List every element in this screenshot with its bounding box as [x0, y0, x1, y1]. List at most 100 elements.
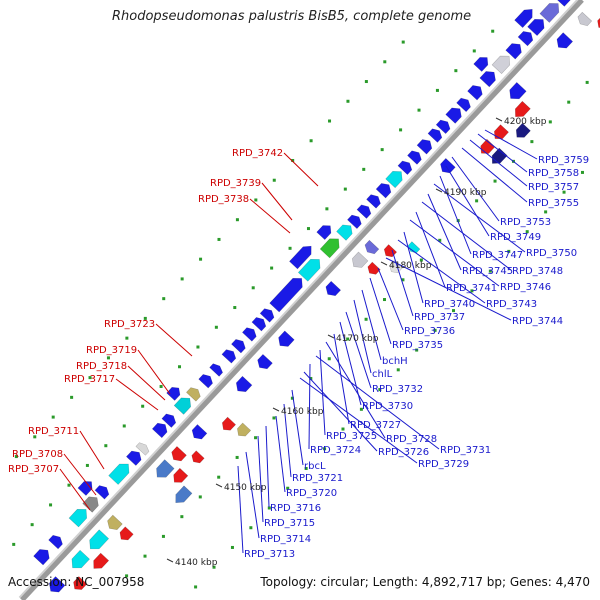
tick-dot [233, 306, 237, 310]
tick-dot [162, 297, 166, 301]
gene-feature [514, 9, 533, 29]
gene-feature [527, 18, 545, 37]
gene-label-right: RPD_3737 [414, 312, 465, 323]
tick-dot [125, 574, 129, 578]
gene-feature [242, 327, 257, 342]
gene-label-right: RPD_3757 [528, 182, 579, 193]
kbp-tick-label: 4180 kbp [389, 261, 432, 271]
gene-feature [515, 122, 531, 138]
label-leader-right [283, 403, 292, 478]
tick-dot [383, 298, 387, 302]
gene-arrow [289, 245, 312, 270]
gene-feature [577, 11, 593, 27]
gene-label-right: RPD_3727 [350, 420, 401, 431]
tick-dot [85, 463, 89, 467]
gene-feature [440, 158, 456, 174]
tick-dot [346, 337, 350, 341]
tick-dot [254, 436, 258, 440]
gene-feature [319, 238, 340, 259]
gene-feature [171, 446, 187, 462]
tick-dot [562, 190, 566, 194]
kbp-tick-mark [166, 558, 174, 563]
gene-feature [473, 57, 489, 72]
tick-dot [143, 316, 147, 320]
gene-feature [278, 330, 295, 347]
label-leader-right [275, 415, 286, 493]
gene-arrow [209, 363, 223, 377]
gene-arrow [577, 11, 593, 27]
gene-label-right: RPD_3735 [392, 340, 443, 351]
gene-arrow [186, 387, 201, 402]
gene-arrow [48, 534, 63, 550]
gene-label-right: rbcL [304, 461, 326, 472]
tick-dot [230, 545, 234, 549]
tick-dot [380, 148, 384, 152]
tick-dot [488, 269, 492, 273]
tick-dot [304, 467, 308, 471]
kbp-tick-mark [272, 407, 280, 412]
tick-dot [104, 444, 108, 448]
kbp-tick-mark [327, 334, 335, 339]
tick-dot [341, 427, 345, 431]
gene-feature [427, 128, 443, 143]
gene-feature [257, 353, 273, 370]
gene-label-right: RPD_3720 [286, 488, 337, 499]
gene-arrow [242, 327, 257, 342]
tick-dot [306, 227, 310, 231]
gene-label-right: RPD_3713 [244, 549, 295, 560]
tick-dot [454, 69, 458, 73]
tick-dot [194, 585, 198, 589]
gene-arrow [33, 549, 50, 566]
gene-label-right: RPD_3749 [490, 232, 541, 243]
kbp-ticks: 4140 kbp 4150 kbp 4160 kbp 4170 kbp 4180 kbp… [166, 117, 547, 568]
gene-feature [49, 576, 66, 593]
tick-dot [251, 286, 255, 290]
gene-label-right: RPD_3743 [486, 299, 537, 310]
gene-arrow [316, 225, 332, 241]
tick-dot [14, 455, 18, 459]
tick-dot [419, 258, 423, 262]
label-leader-left [155, 323, 193, 357]
gene-label-right: RPD_3744 [512, 316, 563, 327]
tick-dot [235, 218, 239, 222]
kbp-tick-label: 4150 kbp [224, 483, 267, 493]
label-leader-right [403, 231, 424, 304]
label-leader-right [339, 321, 362, 406]
gene-arrow [278, 330, 295, 347]
gene-feature [151, 422, 168, 439]
tick-dot [396, 368, 400, 372]
gene-feature [539, 3, 560, 23]
gene-feature [71, 549, 90, 569]
gene-feature [554, 0, 571, 7]
gene-feature [367, 261, 381, 275]
tick-dot [383, 60, 387, 64]
gene-feature [336, 224, 353, 241]
tick-dot [472, 49, 476, 53]
tick-dot [70, 395, 74, 399]
label-leader-left [249, 198, 291, 234]
label-leader-left [63, 453, 97, 496]
label-leader-right [421, 201, 512, 271]
gene-feature [237, 422, 252, 437]
gene-feature [107, 514, 123, 530]
label-leader-right [257, 435, 264, 523]
gene-arrow [191, 424, 208, 440]
gene-arrow [509, 82, 527, 100]
label-leader-right [409, 219, 500, 287]
topology-text: Topology: circular; Length: 4,892,717 bp… [260, 575, 590, 589]
tick-dot [267, 506, 271, 510]
gene-arrow [351, 251, 369, 268]
gene-label-right: RPD_3730 [362, 401, 413, 412]
gene-arrow [539, 3, 560, 23]
gene-label-right: RPD_3731 [440, 445, 491, 456]
gene-label-right: RPD_3729 [418, 459, 469, 470]
gene-feature [366, 194, 381, 209]
gene-feature [173, 397, 191, 415]
gene-labels: RPD_3742 RPD_3739 RPD_3738 RPD_3723 RPD_3719… [8, 148, 589, 560]
gene-feature [494, 124, 509, 140]
label-leader-right [315, 355, 440, 450]
gene-feature [48, 534, 63, 550]
tick-dot [235, 455, 239, 459]
gene-arrow [151, 422, 168, 439]
tick-dot [180, 515, 184, 519]
